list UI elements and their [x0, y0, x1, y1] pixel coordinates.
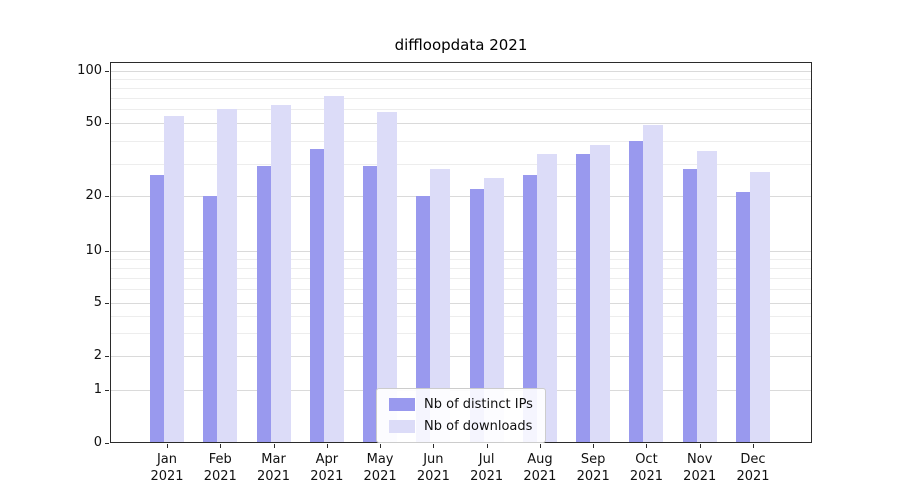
- legend-item-distinct-ips: Nb of distinct IPs: [389, 397, 533, 412]
- minor-gridline: [110, 277, 812, 279]
- minor-gridline: [110, 87, 812, 89]
- x-tick-label: Jun 2021: [416, 452, 450, 484]
- x-tick-label: Nov 2021: [683, 452, 717, 484]
- x-tick-label: Aug 2021: [523, 452, 557, 484]
- major-gridline: [110, 71, 812, 73]
- minor-gridline: [110, 97, 812, 99]
- bar-downloads-jun: [430, 169, 451, 443]
- bar-downloads-aug: [536, 153, 557, 443]
- x-tick-mark: [753, 444, 754, 448]
- y-tick-mark: [105, 71, 109, 73]
- bar-downloads-dec: [750, 172, 770, 443]
- x-tick-label: Oct 2021: [629, 452, 663, 484]
- x-tick-mark: [326, 444, 328, 448]
- x-tick-mark: [646, 444, 648, 448]
- major-gridline: [110, 122, 812, 124]
- x-tick-mark: [220, 444, 222, 448]
- x-tick-mark: [699, 444, 701, 448]
- minor-gridline: [110, 316, 812, 318]
- bar-downloads-jan: [164, 115, 184, 443]
- x-tick-label: Feb 2021: [203, 452, 237, 484]
- y-tick-label: 5: [93, 295, 102, 311]
- y-tick-label: 10: [85, 242, 102, 258]
- bar-downloads-jul: [483, 178, 504, 443]
- x-tick-label: Mar 2021: [256, 452, 291, 484]
- major-gridline: [110, 303, 812, 305]
- y-tick-label: 2: [93, 348, 102, 364]
- y-tick-mark: [105, 250, 109, 252]
- major-gridline: [110, 356, 812, 358]
- major-gridline: [110, 196, 812, 198]
- y-tick-label: 100: [77, 63, 102, 79]
- x-tick-mark: [539, 444, 541, 448]
- y-tick-label: 20: [85, 188, 102, 204]
- legend-item-downloads: Nb of downloads: [389, 419, 533, 434]
- x-tick-label: May 2021: [363, 452, 397, 484]
- legend: Nb of distinct IPs Nb of downloads: [376, 388, 546, 443]
- bar-downloads-apr: [323, 95, 344, 443]
- x-tick-label: Sep 2021: [576, 452, 610, 484]
- minor-gridline: [110, 163, 812, 165]
- bar-downloads-oct: [643, 124, 664, 443]
- x-tick-label: Dec 2021: [736, 452, 770, 484]
- x-tick-label: Jul 2021: [470, 452, 504, 484]
- x-tick-mark: [273, 444, 275, 448]
- y-tick-mark: [105, 390, 109, 392]
- y-tick-mark: [105, 303, 109, 305]
- x-tick-mark: [593, 444, 595, 448]
- minor-gridline: [110, 109, 812, 111]
- y-tick-label: 50: [85, 114, 102, 130]
- bar-downloads-sep: [590, 144, 611, 443]
- minor-gridline: [110, 79, 812, 81]
- legend-label-distinct-ips: Nb of distinct IPs: [424, 397, 533, 412]
- x-tick-label: Apr 2021: [310, 452, 344, 484]
- major-gridline: [110, 250, 812, 252]
- legend-swatch-distinct-ips: [389, 398, 415, 411]
- minor-gridline: [110, 332, 812, 334]
- legend-swatch-downloads: [389, 420, 415, 433]
- chart-title: diffloopdata 2021: [394, 36, 528, 54]
- y-tick-mark: [105, 196, 109, 198]
- legend-label-downloads: Nb of downloads: [424, 419, 533, 434]
- y-tick-mark: [105, 122, 109, 124]
- x-tick-mark: [380, 444, 382, 448]
- y-tick-mark: [105, 356, 109, 358]
- minor-gridline: [110, 289, 812, 291]
- minor-gridline: [110, 140, 812, 142]
- bar-downloads-feb: [217, 109, 238, 443]
- y-tick-mark: [105, 443, 109, 444]
- y-tick-label: 1: [93, 382, 102, 398]
- bar-downloads-may: [377, 111, 398, 443]
- minor-gridline: [110, 258, 812, 260]
- bar-downloads-mar: [270, 104, 291, 443]
- y-tick-label: 0: [93, 435, 102, 450]
- minor-gridline: [110, 267, 812, 269]
- bar-downloads-nov: [696, 151, 717, 443]
- x-tick-mark: [486, 444, 488, 448]
- x-tick-mark: [433, 444, 435, 448]
- x-tick-mark: [167, 444, 168, 448]
- x-tick-label: Jan 2021: [150, 452, 184, 484]
